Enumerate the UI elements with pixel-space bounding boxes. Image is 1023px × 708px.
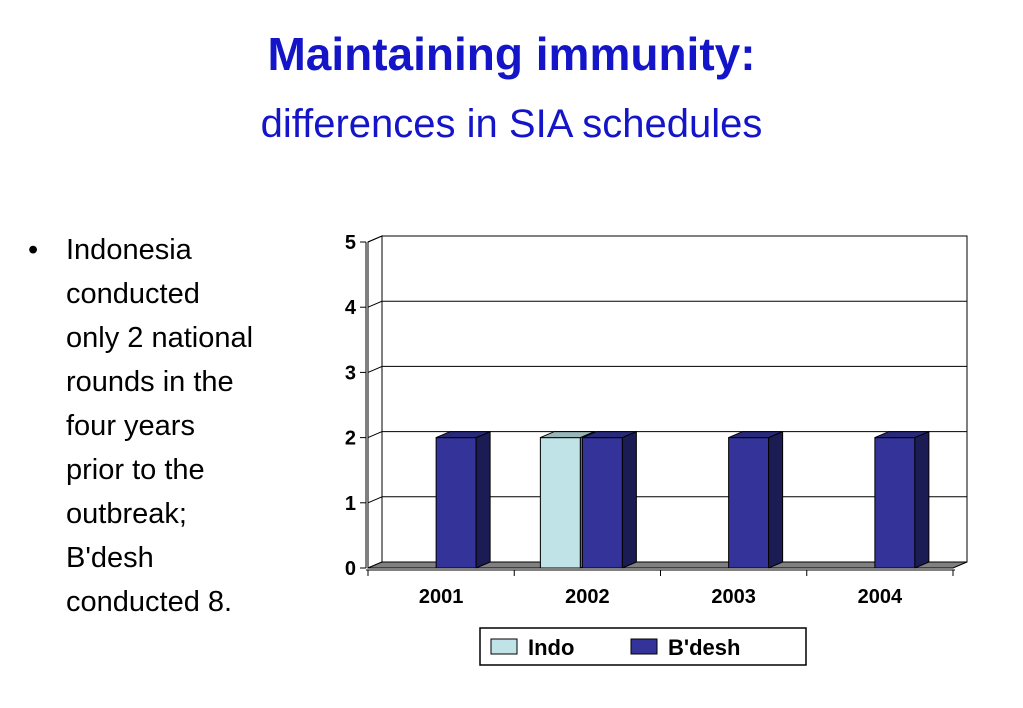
bullet-line: only 2 national bbox=[66, 322, 254, 354]
y-tick-label: 2 bbox=[345, 428, 356, 450]
x-tick-label: 2004 bbox=[858, 586, 903, 608]
bullet-line: rounds in the bbox=[66, 366, 234, 398]
bar-top bbox=[728, 431, 783, 439]
bar-top bbox=[874, 431, 930, 439]
bar-side bbox=[914, 430, 930, 569]
bar-bdesh-2004 bbox=[874, 437, 916, 569]
bar-indo-2002 bbox=[539, 437, 581, 569]
legend-label: Indo bbox=[528, 635, 574, 660]
bullet-line: B'desh bbox=[66, 542, 154, 574]
bullet-text: Indonesia conducted only 2 national roun… bbox=[66, 228, 326, 624]
legend-label: B'desh bbox=[668, 635, 740, 660]
gridline-side bbox=[367, 365, 383, 373]
legend-swatch bbox=[490, 638, 518, 655]
bar-side bbox=[768, 430, 784, 569]
bar-top bbox=[540, 431, 595, 439]
y-tick-label: 0 bbox=[345, 558, 356, 580]
bar-bdesh-2001 bbox=[435, 437, 477, 569]
bar-side bbox=[621, 430, 637, 569]
bar-top bbox=[582, 431, 637, 439]
y-tick-label: 4 bbox=[345, 297, 357, 319]
slide-title: Maintaining immunity: bbox=[267, 28, 756, 80]
slide-subtitle: differences in SIA schedules bbox=[260, 102, 763, 146]
y-tick-label: 3 bbox=[345, 362, 356, 384]
gridline-side bbox=[367, 235, 383, 243]
bullet-line: four years bbox=[66, 410, 195, 442]
bullet-dot: • bbox=[28, 234, 39, 266]
bar-side bbox=[475, 430, 491, 569]
x-tick-label: 2001 bbox=[419, 586, 464, 608]
bullet-line: conducted 8. bbox=[66, 586, 233, 618]
y-tick-label: 1 bbox=[345, 493, 356, 515]
plot-side-wall bbox=[367, 235, 383, 569]
bar-bdesh-2002 bbox=[581, 437, 623, 569]
bullet-line: prior to the bbox=[66, 454, 205, 486]
gridline-side bbox=[367, 496, 383, 504]
bullet-line: Indonesia bbox=[66, 234, 192, 266]
bullet-line: outbreak; bbox=[66, 498, 187, 530]
y-tick-label: 5 bbox=[345, 232, 356, 254]
gridline-side bbox=[367, 300, 383, 308]
x-tick-label: 2003 bbox=[711, 586, 756, 608]
bullet-line: conducted bbox=[66, 278, 200, 310]
legend-swatch bbox=[630, 638, 658, 655]
x-tick-label: 2002 bbox=[565, 586, 610, 608]
bar-bdesh-2003 bbox=[728, 437, 770, 569]
bar-top bbox=[435, 431, 491, 439]
gridline-side bbox=[367, 431, 383, 439]
